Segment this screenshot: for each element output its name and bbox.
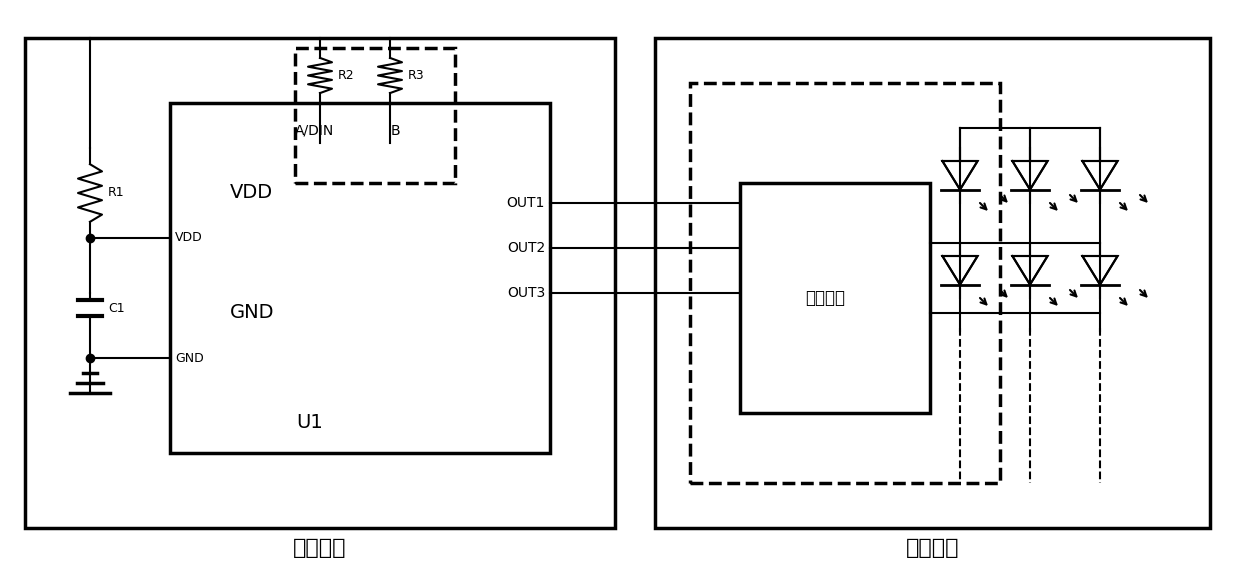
Text: A/DIN: A/DIN (295, 124, 335, 138)
Text: GND: GND (175, 351, 203, 364)
Bar (689, 83, 999, 483)
Text: VDD: VDD (229, 184, 273, 203)
Text: R1: R1 (108, 186, 125, 199)
Text: OUT3: OUT3 (507, 286, 546, 300)
Text: C1: C1 (108, 302, 125, 315)
Text: U1: U1 (296, 413, 324, 432)
Bar (295, 48, 455, 183)
Bar (740, 183, 930, 413)
Text: 解码模块: 解码模块 (293, 538, 347, 558)
Bar (170, 103, 551, 453)
Text: OUT2: OUT2 (507, 241, 546, 255)
Text: B: B (391, 124, 399, 138)
Text: 显示模块: 显示模块 (905, 538, 960, 558)
Text: R2: R2 (339, 69, 355, 82)
Text: 驱动单元: 驱动单元 (805, 289, 844, 307)
Bar (655, 38, 1210, 528)
Text: VDD: VDD (175, 231, 203, 244)
Text: OUT1: OUT1 (507, 196, 546, 210)
Text: R3: R3 (408, 69, 424, 82)
Text: GND: GND (229, 303, 274, 323)
Bar (25, 38, 615, 528)
